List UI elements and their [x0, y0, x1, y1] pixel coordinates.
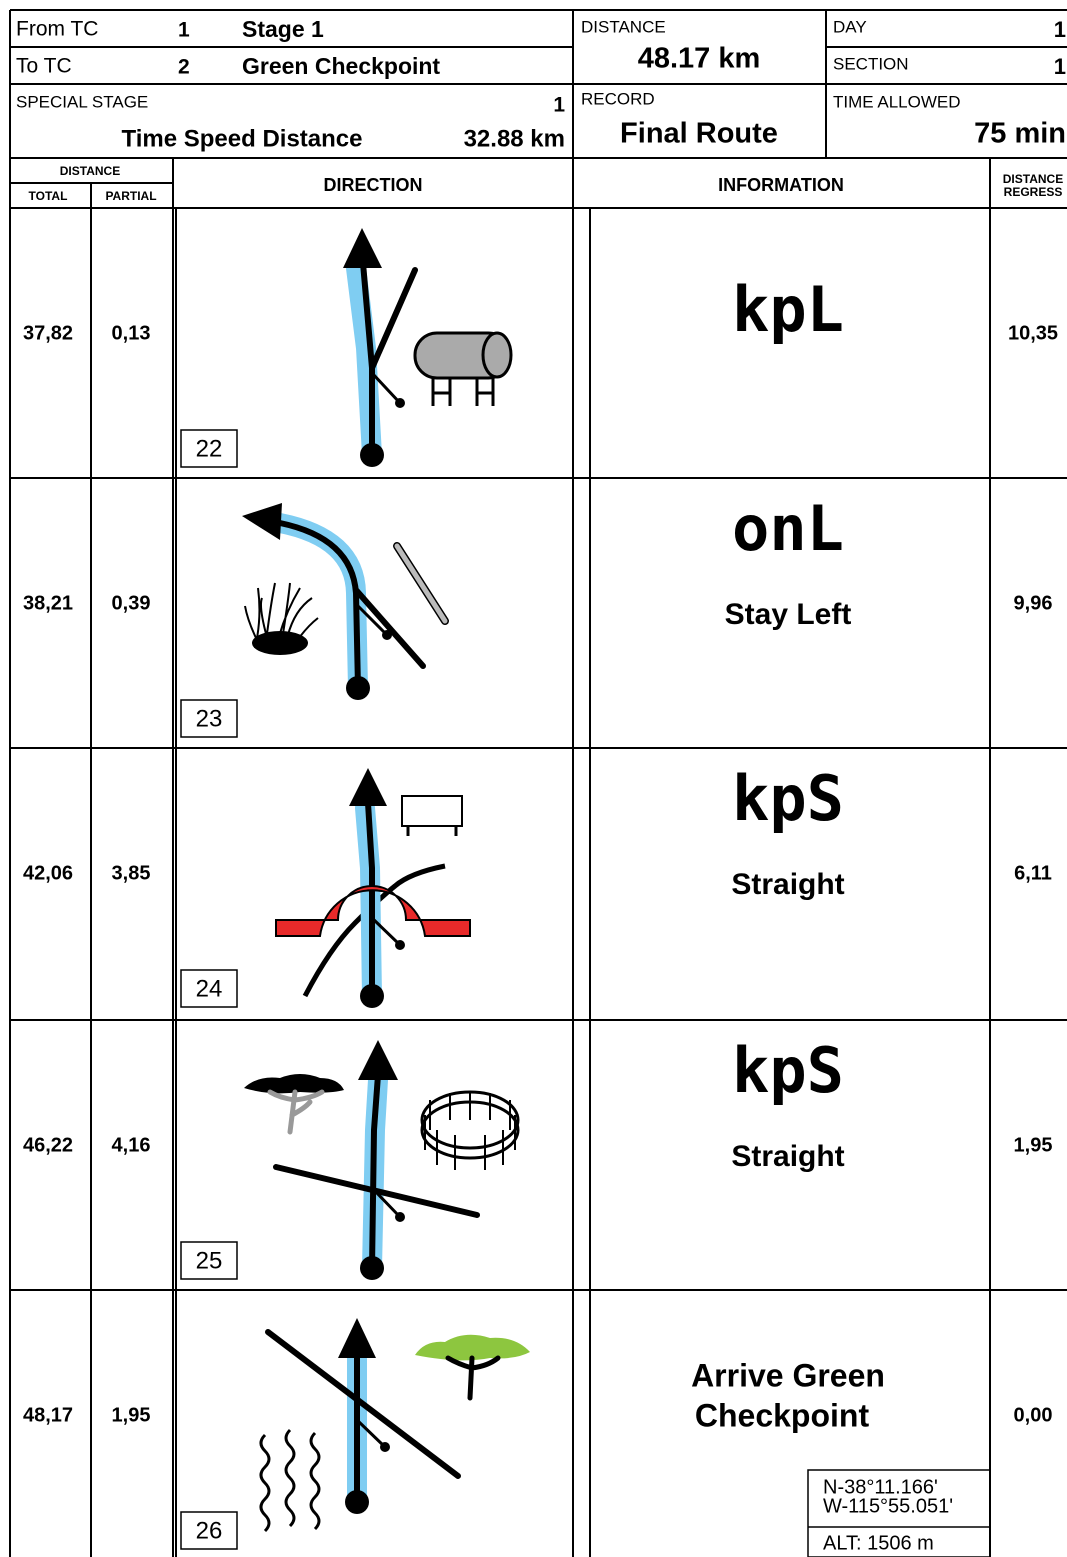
total-distance: 48,17 — [23, 1404, 73, 1426]
tulip-diagram — [343, 228, 513, 467]
total-distance: 37,82 — [23, 322, 73, 344]
section-value: 1 — [1054, 54, 1066, 79]
special-stage-name: Time Speed Distance — [122, 125, 363, 152]
distance-value: 48.17 km — [638, 43, 761, 75]
special-stage-number: 1 — [553, 94, 565, 117]
total-header: TOTAL — [29, 189, 68, 203]
partial-distance: 0,13 — [112, 322, 151, 344]
total-distance: 38,21 — [23, 592, 73, 614]
regress-header: DISTANCE — [1003, 172, 1063, 186]
partial-distance: 1,95 — [112, 1404, 151, 1426]
record-label: RECORD — [581, 89, 655, 108]
box-number: 23 — [196, 705, 223, 732]
info-code: kpS — [732, 762, 844, 835]
total-distance: 46,22 — [23, 1134, 73, 1156]
from-tc-name: Stage 1 — [242, 16, 324, 42]
regress-distance: 6,11 — [1014, 862, 1052, 884]
partial-distance: 4,16 — [112, 1134, 151, 1156]
special-stage-distance: 32.88 km — [464, 125, 565, 152]
total-distance: 42,06 — [23, 862, 73, 884]
to-tc-name: Green Checkpoint — [242, 53, 440, 79]
day-label: DAY — [833, 17, 867, 36]
section-label: SECTION — [833, 54, 909, 73]
time-allowed-label: TIME ALLOWED — [833, 92, 961, 111]
box-frame — [180, 699, 238, 738]
grid-lines — [9, 9, 1067, 1557]
info-code: onL — [732, 492, 844, 565]
time-allowed-value: 75 min — [974, 118, 1066, 150]
from-tc-number: 1 — [178, 19, 190, 42]
coordinate: N-38°11.166' — [823, 1476, 938, 1498]
information-header: INFORMATION — [718, 175, 844, 195]
regress-distance: 9,96 — [1014, 592, 1053, 614]
distance-label: DISTANCE — [581, 17, 666, 36]
info-code: kpS — [732, 1034, 844, 1107]
partial-distance: 0,39 — [112, 592, 151, 614]
to-tc-label: To TC — [16, 55, 72, 78]
to-tc-number: 2 — [178, 56, 190, 79]
record-value: Final Route — [620, 118, 778, 150]
box-frame — [180, 1241, 238, 1280]
regress-distance: 1,95 — [1014, 1134, 1053, 1156]
info-code: kpL — [732, 273, 844, 346]
special-stage-label: SPECIAL STAGE — [16, 92, 148, 111]
coordinate: W-115°55.051' — [823, 1495, 953, 1517]
tulip-diagram — [259, 1318, 530, 1533]
regress-distance: 10,35 — [1008, 322, 1058, 344]
info-text: Straight — [731, 1140, 844, 1173]
box-number: 26 — [196, 1517, 223, 1544]
box-frame — [180, 969, 238, 1008]
tulip-diagram — [275, 768, 471, 1008]
partial-distance: 3,85 — [112, 862, 151, 884]
box-frame — [180, 429, 238, 468]
box-frame — [180, 1511, 238, 1550]
regress-distance: 0,00 — [1014, 1404, 1053, 1426]
info-text: Checkpoint — [695, 1397, 870, 1433]
regress-header: REGRESS — [1004, 185, 1063, 199]
box-number: 24 — [196, 975, 223, 1002]
coordinate: ALT: 1506 m — [823, 1532, 934, 1554]
info-text: Stay Left — [725, 598, 852, 631]
info-text: Arrive Green — [691, 1357, 885, 1393]
box-number: 25 — [196, 1247, 223, 1274]
info-text: Straight — [731, 868, 844, 901]
from-tc-label: From TC — [16, 18, 98, 41]
tulip-diagram — [244, 1040, 520, 1280]
box-number: 22 — [196, 435, 223, 462]
tulip-diagram — [242, 503, 449, 700]
distance-header: DISTANCE — [60, 164, 120, 178]
day-value: 1 — [1054, 17, 1066, 42]
direction-header: DIRECTION — [324, 175, 423, 195]
partial-header: PARTIAL — [105, 189, 156, 203]
